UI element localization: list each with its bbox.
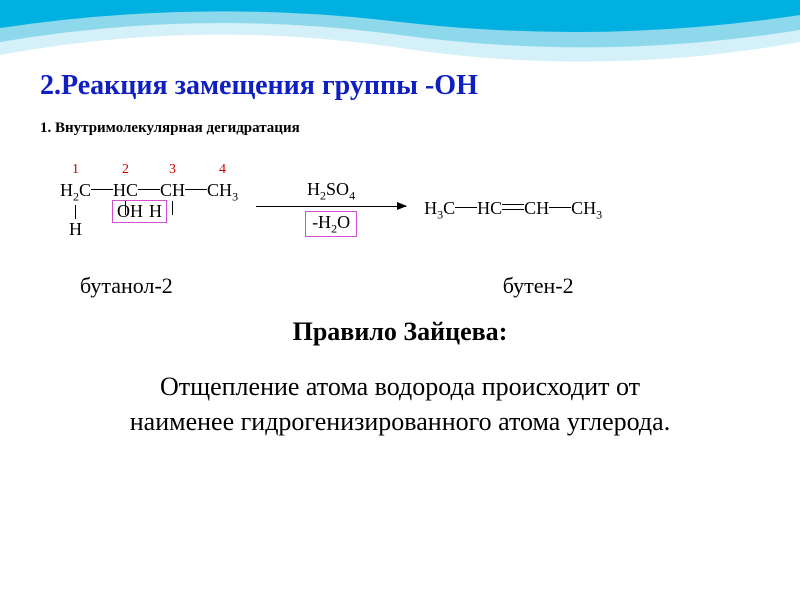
reaction-scheme: 1 H2C H 2 HC 3 CH 4 CH3 xyxy=(60,162,760,241)
carbon-label: CH3 xyxy=(207,180,238,205)
carbon-number: 3 xyxy=(169,162,176,180)
leaving-group-box: OH H xyxy=(112,200,167,223)
carbon-number: 4 xyxy=(219,162,226,180)
catalyst-label: H2SO4 xyxy=(307,179,355,204)
carbon-label: H3C xyxy=(424,198,455,223)
product-molecule: H3C HC CH CH3 xyxy=(424,198,602,223)
rule-text: Отщепление атома водорода происходит от … xyxy=(40,369,760,439)
carbon-number: 2 xyxy=(122,162,129,180)
carbon-number: 1 xyxy=(72,162,79,180)
carbon-label: CH xyxy=(160,180,185,201)
carbon-label: HC xyxy=(113,180,138,201)
carbon-label: HC xyxy=(477,198,502,219)
carbon-label: H2C xyxy=(60,180,91,205)
reaction-arrow: H2SO4 -H2O xyxy=(256,179,406,237)
oh-label: OH xyxy=(117,201,143,222)
substituent: H xyxy=(69,219,82,241)
product-name: бутен-2 xyxy=(503,273,574,299)
section-title: 2.Реакция замещения группы -ОН xyxy=(40,70,760,102)
reagent-name: бутанол-2 xyxy=(80,273,173,299)
rule-title: Правило Зайцева: xyxy=(40,317,760,347)
byproduct-label: -H2O xyxy=(305,211,357,238)
h-label: H xyxy=(149,201,162,222)
reagent-molecule: 1 H2C H 2 HC 3 CH 4 CH3 xyxy=(60,162,238,241)
carbon-label: CH xyxy=(524,198,549,219)
carbon-label: CH3 xyxy=(571,198,602,223)
subsection-title: 1. Внутримолекулярная дегидратация xyxy=(40,120,760,137)
